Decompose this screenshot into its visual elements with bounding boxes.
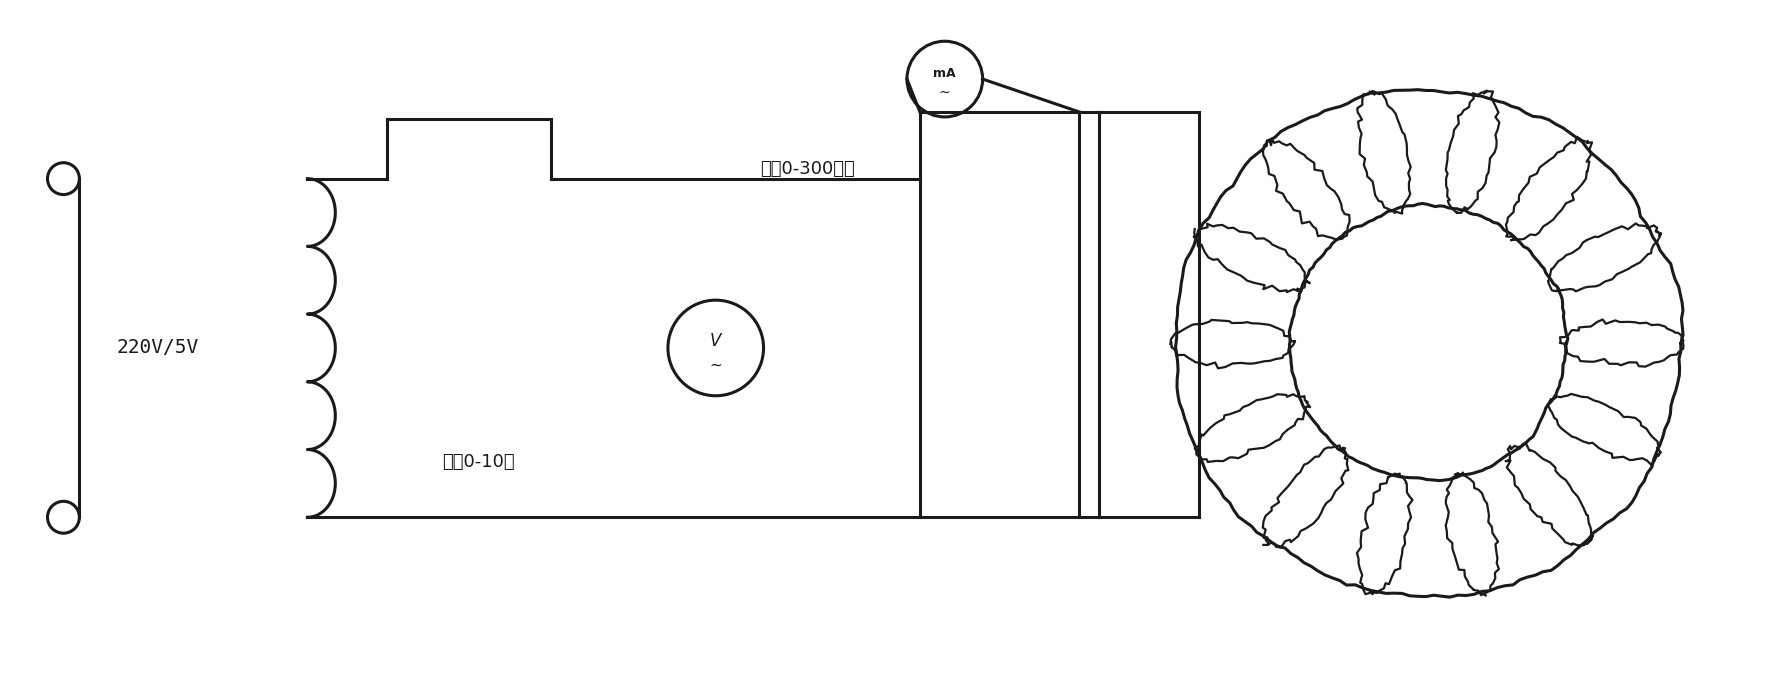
Text: V: V [710, 332, 721, 350]
Circle shape [667, 300, 764, 396]
Text: 220V/5V: 220V/5V [116, 339, 199, 357]
Text: ~: ~ [710, 357, 723, 372]
Circle shape [907, 41, 982, 117]
Text: mA: mA [934, 67, 955, 79]
Text: 量程0-10伏: 量程0-10伏 [442, 454, 515, 472]
Text: 量程0-300毫安: 量程0-300毫安 [760, 160, 855, 178]
Text: ~: ~ [939, 86, 950, 100]
